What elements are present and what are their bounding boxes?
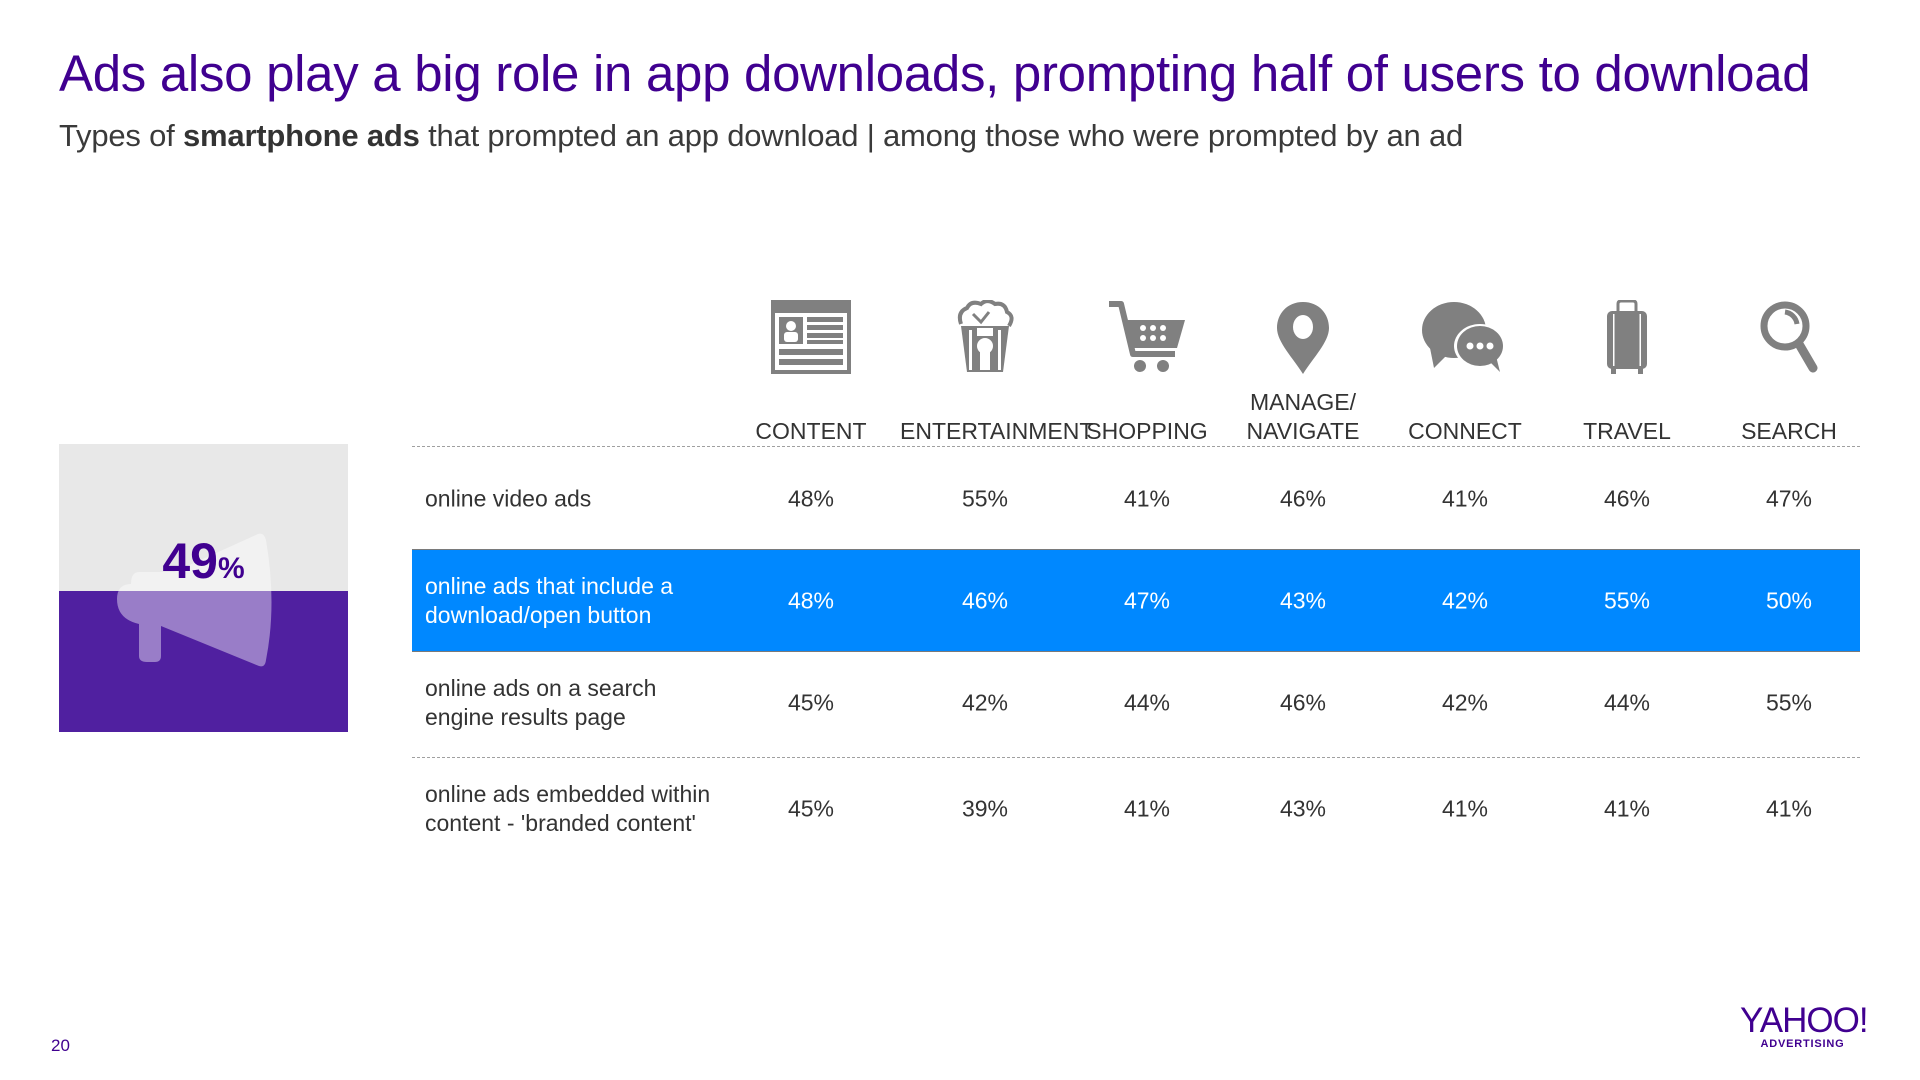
stat-value: 49% [59, 532, 348, 590]
header-divider [412, 446, 1860, 447]
row-label-line1: online ads on a search [425, 675, 657, 701]
stat-number: 49 [162, 533, 218, 589]
cell-value: 45% [787, 795, 835, 822]
cell-value: 42% [961, 689, 1009, 716]
cell-value: 43% [1279, 795, 1327, 822]
popcorn-icon [957, 300, 1014, 372]
subtitle-bold: smartphone ads [183, 118, 420, 153]
suitcase-icon [1607, 300, 1647, 374]
cell-value: 39% [961, 795, 1009, 822]
column-header-manage-navigate: MANAGE/NAVIGATE [1218, 300, 1388, 446]
chat-bubbles-icon [1422, 302, 1506, 372]
column-header-content: CONTENT [726, 300, 896, 446]
cell-value: 48% [787, 485, 835, 511]
row-label-line2: download/open button [425, 601, 652, 628]
row-divider [412, 757, 1860, 758]
table-row: online ads on a search engine results pag… [412, 652, 1860, 754]
cell-value: 41% [1765, 795, 1813, 822]
cell-value: 45% [787, 689, 835, 716]
data-table: CONTENT ENTERTAINMENT SHOPPING [412, 300, 1860, 860]
stat-unit: % [217, 552, 245, 585]
column-header-connect: CONNECT [1380, 300, 1550, 446]
column-label: TRAVEL [1583, 418, 1671, 444]
column-label: SEARCH [1741, 418, 1837, 444]
row-label-line1: online ads embedded within [425, 781, 711, 807]
cell-value: 41% [1603, 795, 1651, 822]
column-label: ENTERTAINMENT [900, 418, 1094, 444]
cell-value: 44% [1123, 689, 1171, 716]
cell-value: 55% [1603, 587, 1651, 613]
yahoo-advertising-logo: YAHOO! ADVERTISING [1740, 1001, 1869, 1050]
subtitle-suffix: that prompted an app download | among th… [419, 118, 1464, 153]
stat-box: 49% [59, 444, 348, 732]
column-label: CONTENT [755, 418, 867, 444]
column-label-line2: NAVIGATE [1246, 418, 1360, 444]
subtitle-prefix: Types of [59, 118, 183, 153]
page-subtitle: Types of smartphone ads that prompted an… [59, 118, 1463, 154]
content-icon [771, 300, 851, 374]
stat-fill [59, 590, 348, 732]
column-header-travel: TRAVEL [1542, 300, 1712, 446]
cell-value: 46% [1279, 485, 1327, 511]
row-label: online ads embedded within content - 'bra… [425, 780, 710, 838]
page-title: Ads also play a big role in app download… [59, 45, 1811, 102]
cell-value: 46% [1279, 689, 1327, 716]
row-label-line1: online ads that include a [425, 572, 674, 599]
cell-value: 55% [1765, 689, 1813, 716]
cell-value: 46% [1603, 485, 1651, 511]
column-label: CONNECT [1408, 418, 1522, 444]
cell-value: 47% [1123, 587, 1171, 613]
map-pin-icon [1277, 302, 1329, 374]
column-header-shopping: SHOPPING [1062, 300, 1232, 446]
column-label: SHOPPING [1086, 418, 1208, 444]
cell-value: 43% [1279, 587, 1327, 613]
table-row-highlighted: online ads that include a download/open b… [412, 549, 1860, 652]
cell-value: 42% [1441, 587, 1489, 613]
cell-value: 46% [961, 587, 1009, 613]
row-label-line2: engine results page [425, 704, 626, 730]
column-header-entertainment: ENTERTAINMENT [900, 300, 1094, 446]
page-number: 20 [51, 1036, 70, 1055]
logo-text: YAHOO! [1740, 1001, 1869, 1040]
magnifier-icon [1760, 301, 1818, 373]
cell-value: 41% [1123, 485, 1171, 511]
table-row: online ads embedded within content - 'bra… [412, 758, 1860, 860]
shopping-cart-icon [1109, 301, 1185, 372]
cell-value: 42% [1441, 689, 1489, 716]
cell-value: 44% [1603, 689, 1651, 716]
column-header-search: SEARCH [1704, 300, 1874, 446]
table-row: online video ads 48% 55% 41% 46% 41% 46%… [412, 448, 1860, 549]
row-label: online ads that include a download/open b… [425, 572, 673, 630]
column-label: MANAGE/NAVIGATE [1218, 388, 1388, 446]
cell-value: 41% [1441, 795, 1489, 822]
column-label-line1: MANAGE/ [1249, 389, 1357, 415]
cell-value: 41% [1123, 795, 1171, 822]
logo-subtext: ADVERTISING [1760, 1038, 1845, 1050]
cell-value: 55% [961, 485, 1009, 511]
row-label-line2: content - 'branded content' [425, 810, 696, 836]
megaphone-icon [117, 533, 272, 667]
cell-value: 50% [1765, 587, 1813, 613]
row-label: online ads on a search engine results pag… [425, 674, 656, 732]
cell-value: 47% [1765, 485, 1813, 511]
cell-value: 48% [787, 587, 835, 613]
row-label: online video ads [425, 485, 592, 511]
cell-value: 41% [1441, 485, 1489, 511]
